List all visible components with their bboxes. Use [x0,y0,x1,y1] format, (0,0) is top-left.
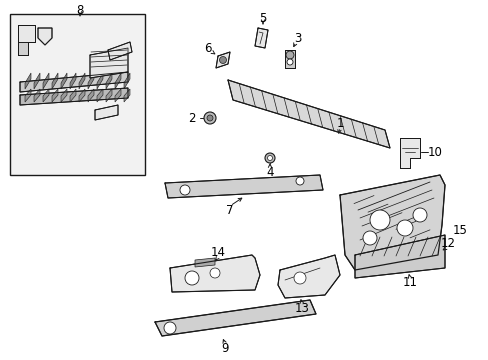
Polygon shape [97,89,103,102]
Circle shape [184,271,199,285]
Circle shape [219,57,226,63]
Circle shape [267,156,272,161]
Polygon shape [43,73,49,89]
Polygon shape [195,258,215,267]
Text: 7: 7 [226,203,233,216]
Polygon shape [95,105,118,120]
Text: 15: 15 [451,224,467,237]
Polygon shape [164,175,323,198]
Polygon shape [20,72,128,92]
Text: 10: 10 [427,145,442,158]
Text: 13: 13 [294,302,309,315]
Polygon shape [90,48,128,78]
Text: 11: 11 [402,275,417,288]
Polygon shape [155,300,315,336]
Text: 2: 2 [188,112,195,125]
Polygon shape [52,73,58,89]
Polygon shape [61,89,67,102]
Circle shape [293,272,305,284]
Circle shape [295,177,304,185]
Circle shape [264,153,274,163]
Text: 1: 1 [336,117,343,130]
Text: 3: 3 [294,32,301,45]
Polygon shape [170,255,260,292]
Polygon shape [254,28,267,48]
Polygon shape [339,175,444,270]
Text: 5: 5 [259,12,266,24]
Text: 9: 9 [221,342,228,355]
Text: 6: 6 [204,41,211,54]
Polygon shape [38,28,52,45]
Bar [10,14,145,175]
Text: 8: 8 [76,4,83,17]
Polygon shape [124,89,130,102]
Polygon shape [70,89,76,102]
Polygon shape [52,89,58,102]
Circle shape [412,208,426,222]
Circle shape [163,322,176,334]
Polygon shape [79,73,85,89]
Circle shape [396,220,412,236]
Circle shape [180,185,190,195]
Circle shape [286,59,292,65]
Polygon shape [124,73,130,89]
Circle shape [285,51,293,59]
Text: 4: 4 [265,166,273,179]
Polygon shape [79,89,85,102]
Text: 14: 14 [210,247,225,260]
Polygon shape [97,73,103,89]
Circle shape [362,231,376,245]
Text: 12: 12 [440,237,454,249]
Circle shape [369,210,389,230]
Polygon shape [34,73,40,89]
Polygon shape [20,88,128,105]
Polygon shape [354,235,444,278]
Polygon shape [34,89,40,102]
Polygon shape [70,73,76,89]
Polygon shape [18,42,28,55]
Polygon shape [106,73,112,89]
Polygon shape [25,73,31,89]
Polygon shape [18,25,35,55]
Polygon shape [61,73,67,89]
Circle shape [209,268,220,278]
Circle shape [203,112,216,124]
Polygon shape [106,89,112,102]
Polygon shape [115,73,121,89]
Polygon shape [227,80,389,148]
Polygon shape [108,42,132,60]
Polygon shape [399,138,419,168]
Polygon shape [278,255,339,298]
Polygon shape [25,89,31,102]
Polygon shape [115,89,121,102]
Polygon shape [285,50,294,68]
Polygon shape [216,52,229,68]
Circle shape [206,115,213,121]
Polygon shape [88,89,94,102]
Polygon shape [43,89,49,102]
Polygon shape [88,73,94,89]
